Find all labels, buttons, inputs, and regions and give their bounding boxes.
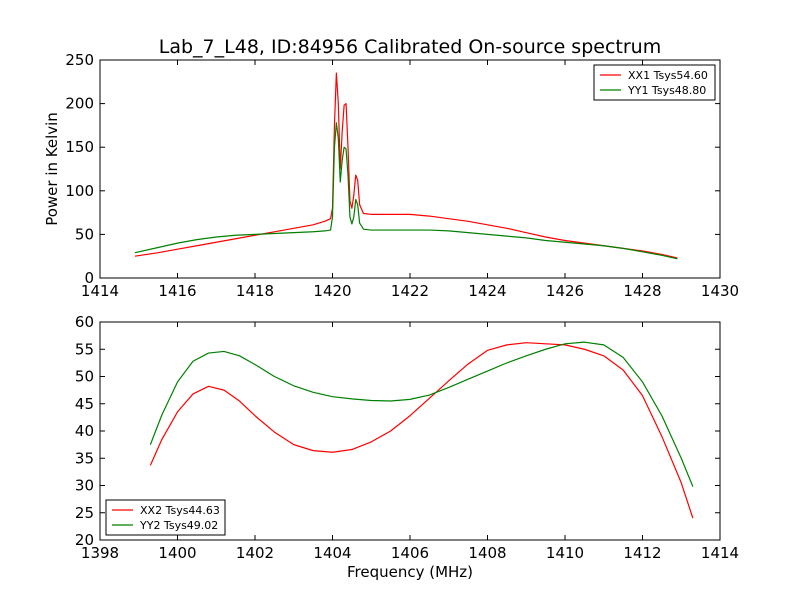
- bottom-y-tick-label: 60: [75, 313, 94, 331]
- bottom-y-tick-label: 35: [75, 449, 94, 467]
- top-x-tick-label: 1430: [701, 282, 739, 300]
- bottom-series-line-2: [149, 341, 694, 487]
- top-x-tick-label: 1424: [468, 282, 506, 300]
- bottom-legend-box: [105, 499, 226, 536]
- top-x-tick-label: 1414: [81, 282, 119, 300]
- chart-panels: 1414 1416 1418 1420 1422 1424 1426 1428 14300501…: [65, 51, 739, 562]
- bottom-y-tick-label: 45: [75, 395, 94, 413]
- bottom-x-tick-label: 1400: [158, 544, 196, 562]
- top-y-tick-label: 150: [65, 138, 94, 156]
- top-y-tick-label: 250: [65, 51, 94, 69]
- bottom-legend-label: XX2 Tsys44.63: [140, 504, 220, 517]
- top-x-tick-label: 1420: [313, 282, 351, 300]
- bottom-x-tick-label: 1406: [391, 544, 429, 562]
- top-series-line-1: [134, 72, 678, 259]
- bottom-x-axis-label: Frequency (MHz): [347, 563, 473, 581]
- top-x-tick-label: 1428: [623, 282, 661, 300]
- bottom-series-line-1: [149, 342, 694, 519]
- bottom-x-tick-label: 1398: [81, 544, 119, 562]
- bottom-x-tick-label: 1402: [236, 544, 274, 562]
- top-x-tick-label: 1422: [391, 282, 429, 300]
- top-y-axis-label: Power in Kelvin: [43, 112, 61, 226]
- top-x-tick-label: 1426: [546, 282, 584, 300]
- chart-title: Lab_7_L48, ID:84956 Calibrated On-source…: [159, 36, 661, 58]
- bottom-legend-label: YY2 Tsys49.02: [139, 519, 218, 532]
- top-panel: 1414 1416 1418 1420 1422 1424 1426 1428 1430 0 50 1…: [65, 51, 739, 300]
- top-legend-label: XX1 Tsys54.60: [628, 69, 708, 82]
- bottom-y-tick-label: 20: [75, 531, 94, 549]
- top-legend-label: YY1 Tsys48.80: [627, 84, 706, 97]
- bottom-y-tick-label: 40: [75, 422, 94, 440]
- bottom-panel: 1398 1400 1402 1404 1406 1408 1410 1412 1414 20 25…: [75, 313, 739, 562]
- bottom-y-tick-label: 50: [75, 368, 94, 386]
- top-y-tick-label: 100: [65, 182, 94, 200]
- bottom-y-tick-label: 55: [75, 340, 94, 358]
- top-legend: XX1 Tsys54.60 YY1 Tsys48.80: [593, 64, 716, 101]
- top-series-line-2: [134, 122, 678, 260]
- top-y-tick-label: 0: [84, 269, 94, 287]
- top-x-tick-label: 1418: [236, 282, 274, 300]
- bottom-x-tick-label: 1408: [468, 544, 506, 562]
- top-legend-box: [593, 64, 716, 101]
- bottom-x-tick-label: 1404: [313, 544, 351, 562]
- top-x-tick-label: 1416: [158, 282, 196, 300]
- bottom-x-tick-label: 1410: [546, 544, 584, 562]
- bottom-legend: XX2 Tsys44.63 YY2 Tsys49.02: [105, 499, 226, 536]
- bottom-x-tick-label: 1414: [701, 544, 739, 562]
- bottom-x-tick-label: 1412: [623, 544, 661, 562]
- bottom-y-tick-label: 30: [75, 477, 94, 495]
- top-y-tick-label: 50: [75, 225, 94, 243]
- top-y-tick-label: 200: [65, 95, 94, 113]
- bottom-y-tick-label: 25: [75, 504, 94, 522]
